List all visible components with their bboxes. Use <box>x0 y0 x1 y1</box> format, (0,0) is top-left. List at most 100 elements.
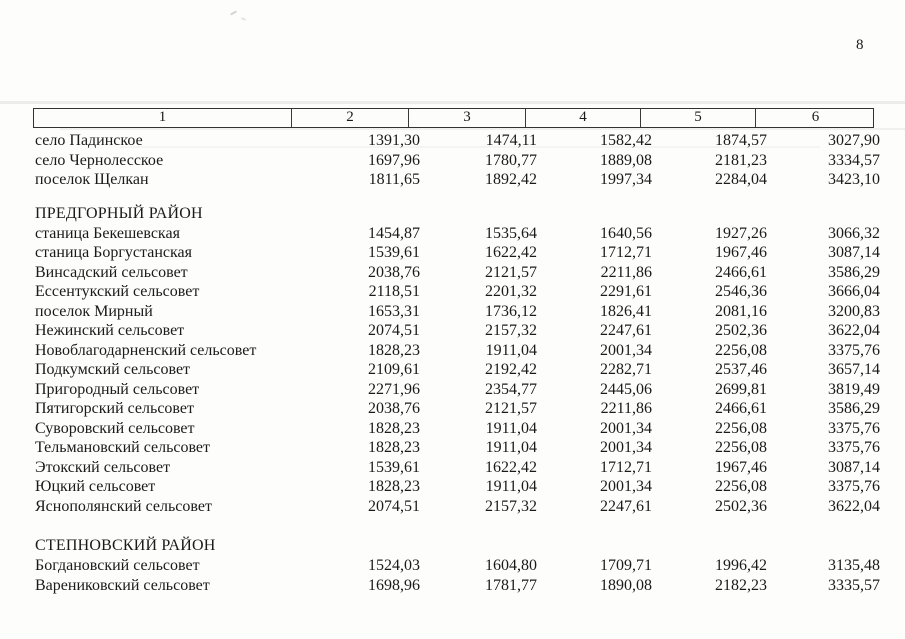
table-row: Нежинский сельсовет 2074,51 2157,32 2247,61… <box>33 321 880 341</box>
row-value: 2001,34 <box>600 341 652 359</box>
row-value: 1622,42 <box>485 458 537 476</box>
row-value: 1911,04 <box>485 419 537 437</box>
table-section: СТЕПНОВСКИЙ РАЙОН Богдановский сельсовет 1… <box>33 536 880 596</box>
row-value: 2247,61 <box>600 497 652 515</box>
table-header-cell: 1 <box>34 109 292 127</box>
row-value: 1622,42 <box>485 244 537 261</box>
scan-artifact <box>0 101 905 104</box>
row-value: 1997,34 <box>600 171 652 188</box>
row-value: 1781,77 <box>485 576 537 594</box>
table-row: станица Бекешевская 1454,87 1535,64 1640,56… <box>33 224 880 244</box>
row-name: Тельмановский сельсовет <box>35 439 211 456</box>
row-value: 1911,04 <box>485 478 537 495</box>
row-value: 2537,46 <box>715 361 767 378</box>
row-value: 2271,96 <box>368 380 420 398</box>
row-value: 2001,34 <box>600 419 652 437</box>
row-value: 2074,51 <box>368 497 420 515</box>
table-header-cell: 3 <box>409 109 526 127</box>
row-value: 2121,57 <box>485 263 537 281</box>
table-header-cell: 4 <box>526 109 641 127</box>
table-row: Пятигорский сельсовет 2038,76 2121,57 2211,… <box>33 399 880 419</box>
table-row: Пригородный сельсовет 2271,96 2354,77 2445,… <box>33 380 880 400</box>
row-value: 1640,56 <box>600 224 652 242</box>
row-value: 2201,32 <box>485 283 537 300</box>
row-value: 3622,04 <box>828 497 880 515</box>
row-value: 1697,96 <box>368 151 420 169</box>
row-value: 3586,29 <box>828 263 880 281</box>
row-name: Суворовский сельсовет <box>35 419 195 437</box>
row-name: село Чернолесское <box>35 151 164 169</box>
table-row: Этокский сельсовет 1539,61 1622,42 1712,71 1… <box>33 458 880 478</box>
table-row: Тельмановский сельсовет 1828,23 1911,04 200… <box>33 438 880 458</box>
row-value: 1892,42 <box>485 171 537 188</box>
row-value: 3622,04 <box>828 322 880 339</box>
row-value: 2118,51 <box>368 283 420 300</box>
row-value: 3375,76 <box>828 419 880 437</box>
row-name: поселок Щелкан <box>35 171 149 188</box>
row-value: 2038,76 <box>368 400 420 417</box>
row-value: 2282,71 <box>600 361 652 378</box>
row-value: 1391,30 <box>368 132 420 149</box>
row-value: 3066,32 <box>828 224 880 242</box>
row-value: 1582,42 <box>600 132 652 149</box>
page-number: 8 <box>856 37 864 53</box>
row-value: 2291,61 <box>600 283 652 300</box>
table-header-cell: 5 <box>641 109 756 127</box>
row-value: 2081,16 <box>715 302 767 320</box>
row-value: 1539,61 <box>368 458 420 476</box>
table-row: село Падинское 1391,30 1474,11 1582,42 1874,… <box>33 131 880 151</box>
row-value: 3375,76 <box>828 341 880 359</box>
row-value: 2445,06 <box>600 380 652 398</box>
row-value: 1967,46 <box>715 244 767 261</box>
row-name: Пригородный сельсовет <box>35 380 200 398</box>
table-row: Богдановский сельсовет 1524,03 1604,80 1709… <box>33 556 880 576</box>
table-body: село Падинское 1391,30 1474,11 1582,42 1874,… <box>33 131 880 596</box>
row-value: 1712,71 <box>600 458 652 476</box>
row-value: 1524,03 <box>368 557 420 574</box>
row-name: Этокский сельсовет <box>35 458 171 476</box>
row-value: 2157,32 <box>485 322 537 339</box>
table-row: поселок Мирный 1653,31 1736,12 1826,41 2081,… <box>33 302 880 322</box>
row-value: 2182,23 <box>715 576 767 594</box>
row-value: 3375,76 <box>828 439 880 456</box>
row-value: 1967,46 <box>715 458 767 476</box>
row-value: 3657,14 <box>828 361 880 378</box>
row-value: 2001,34 <box>600 439 652 456</box>
row-value: 2256,08 <box>715 439 767 456</box>
row-value: 2157,32 <box>485 497 537 515</box>
row-value: 1535,64 <box>485 224 537 242</box>
row-name: Юцкий сельсовет <box>35 478 156 495</box>
row-value: 1826,41 <box>600 302 652 320</box>
row-value: 1736,12 <box>485 302 537 320</box>
table-row: Суворовский сельсовет 1828,23 1911,04 2001,… <box>33 419 880 439</box>
row-value: 2121,57 <box>485 400 537 417</box>
row-value: 1539,61 <box>368 244 420 261</box>
row-value: 1653,31 <box>368 302 420 320</box>
row-value: 1828,23 <box>368 419 420 437</box>
row-value: 1828,23 <box>368 341 420 359</box>
table-row: Ессентукский сельсовет 2118,51 2201,32 2291… <box>33 282 880 302</box>
row-value: 2192,42 <box>485 361 537 378</box>
row-value: 1712,71 <box>600 244 652 261</box>
table-row: Варениковский сельсовет 1698,96 1781,77 189… <box>33 576 880 596</box>
row-name: Подкумский сельсовет <box>35 361 191 378</box>
row-value: 3087,14 <box>828 244 880 261</box>
row-value: 1911,04 <box>485 341 537 359</box>
table-section: ПРЕДГОРНЫЙ РАЙОН станица Бекешевская 1454,… <box>33 204 880 517</box>
row-value: 1996,42 <box>715 557 767 574</box>
row-value: 2466,61 <box>715 400 767 417</box>
row-value: 1811,65 <box>368 171 420 188</box>
row-value: 2211,86 <box>600 263 652 281</box>
row-name: станица Боргустанская <box>35 244 192 261</box>
row-value: 2247,61 <box>600 322 652 339</box>
row-value: 1780,77 <box>485 151 537 169</box>
section-heading: СТЕПНОВСКИЙ РАЙОН <box>35 537 216 554</box>
row-value: 1698,96 <box>368 576 420 594</box>
row-name: Ессентукский сельсовет <box>35 283 200 300</box>
row-name: станица Бекешевская <box>35 224 180 242</box>
row-value: 2256,08 <box>715 478 767 495</box>
row-name: Пятигорский сельсовет <box>35 400 194 417</box>
row-value: 2502,36 <box>715 322 767 339</box>
row-name: Варениковский сельсовет <box>35 576 210 594</box>
